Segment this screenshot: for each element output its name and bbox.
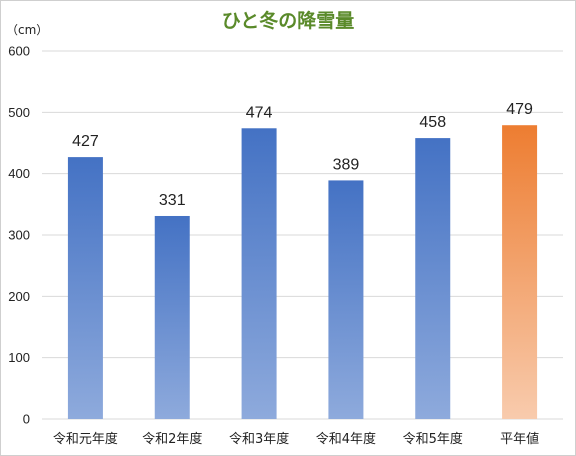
- y-axis-unit: （cm）: [6, 23, 48, 37]
- x-category-label: 令和2年度: [142, 431, 202, 447]
- y-tick-label: 600: [8, 44, 30, 59]
- x-category-label: 令和3年度: [229, 431, 289, 447]
- data-label: 474: [246, 104, 273, 121]
- bar: [154, 215, 190, 419]
- y-tick-label: 400: [8, 166, 30, 181]
- bar: [67, 157, 103, 419]
- gridlines: [42, 50, 563, 420]
- bar: [415, 138, 451, 420]
- bar: [241, 128, 277, 419]
- data-label: 479: [506, 101, 533, 118]
- x-category-label: 令和4年度: [316, 431, 376, 447]
- x-category-label: 平年値: [500, 431, 539, 447]
- x-category-label: 令和元年度: [53, 431, 118, 447]
- bar: [502, 125, 538, 420]
- data-label: 458: [419, 114, 446, 131]
- chart-title: ひと冬の降雪量: [222, 9, 354, 32]
- data-label: 427: [72, 133, 99, 150]
- y-tick-label: 200: [8, 289, 30, 304]
- x-category-label: 令和5年度: [403, 431, 463, 447]
- y-tick-label: 0: [23, 412, 30, 427]
- data-label: 331: [159, 192, 186, 209]
- y-tick-label: 500: [8, 105, 30, 120]
- x-axis-categories: 令和元年度 令和2年度 令和3年度 令和4年度 令和5年度 平年値: [53, 431, 539, 447]
- data-label: 389: [333, 156, 360, 173]
- y-axis-ticks: 0 100 200 300 400 500 600: [8, 44, 30, 427]
- y-tick-label: 300: [8, 228, 30, 243]
- bar: [328, 180, 364, 419]
- data-labels: 427 331 474 389 458 479: [72, 101, 533, 209]
- bars: [67, 125, 538, 420]
- y-tick-label: 100: [8, 350, 30, 365]
